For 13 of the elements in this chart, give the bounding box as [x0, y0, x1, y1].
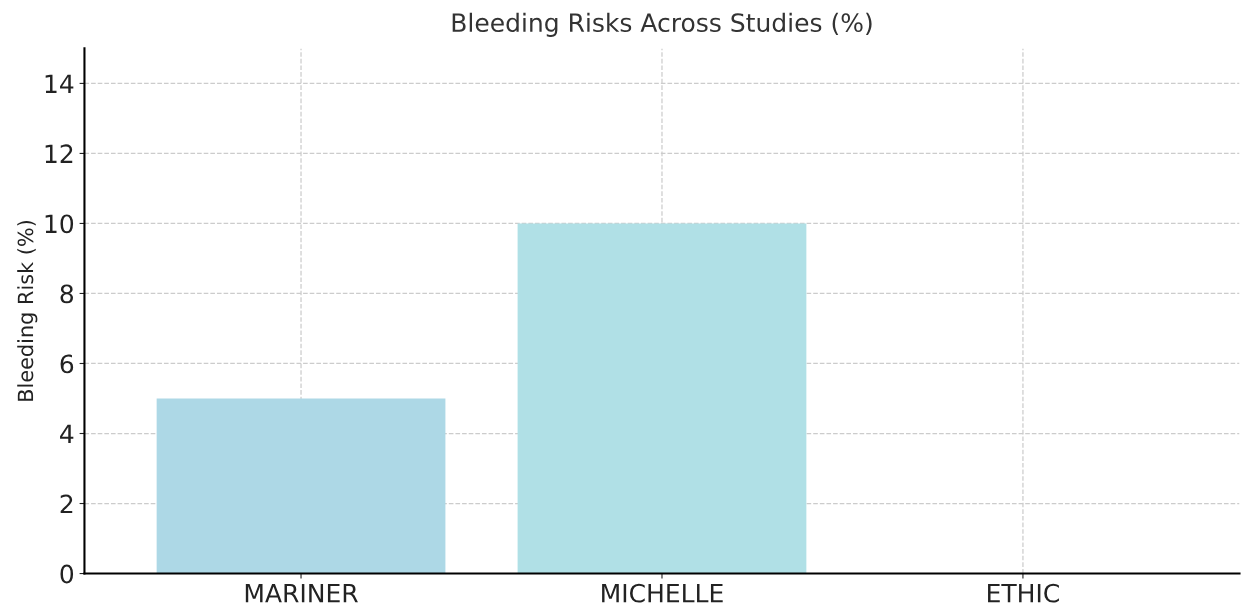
y-tick-label: 6	[60, 354, 74, 374]
x-tick-label: ETHIC	[988, 583, 1059, 603]
y-tick-label: 4	[60, 424, 74, 443]
x-tick-label: MARINER	[245, 584, 358, 603]
y-tick-label: 12	[45, 144, 73, 163]
y-tick-label: 0	[60, 564, 74, 584]
x-tick-label: MICHELLE	[602, 583, 723, 603]
y-tick-label: 8	[60, 284, 74, 304]
y-tick-label: 2	[60, 494, 73, 514]
y-tick-label: 10	[45, 214, 74, 234]
y-tick-label: 14	[45, 74, 74, 93]
y-axis-title: Bleeding Risk (%)	[17, 220, 38, 401]
chart-title: Bleeding Risks Across Studies (%)	[452, 12, 872, 37]
